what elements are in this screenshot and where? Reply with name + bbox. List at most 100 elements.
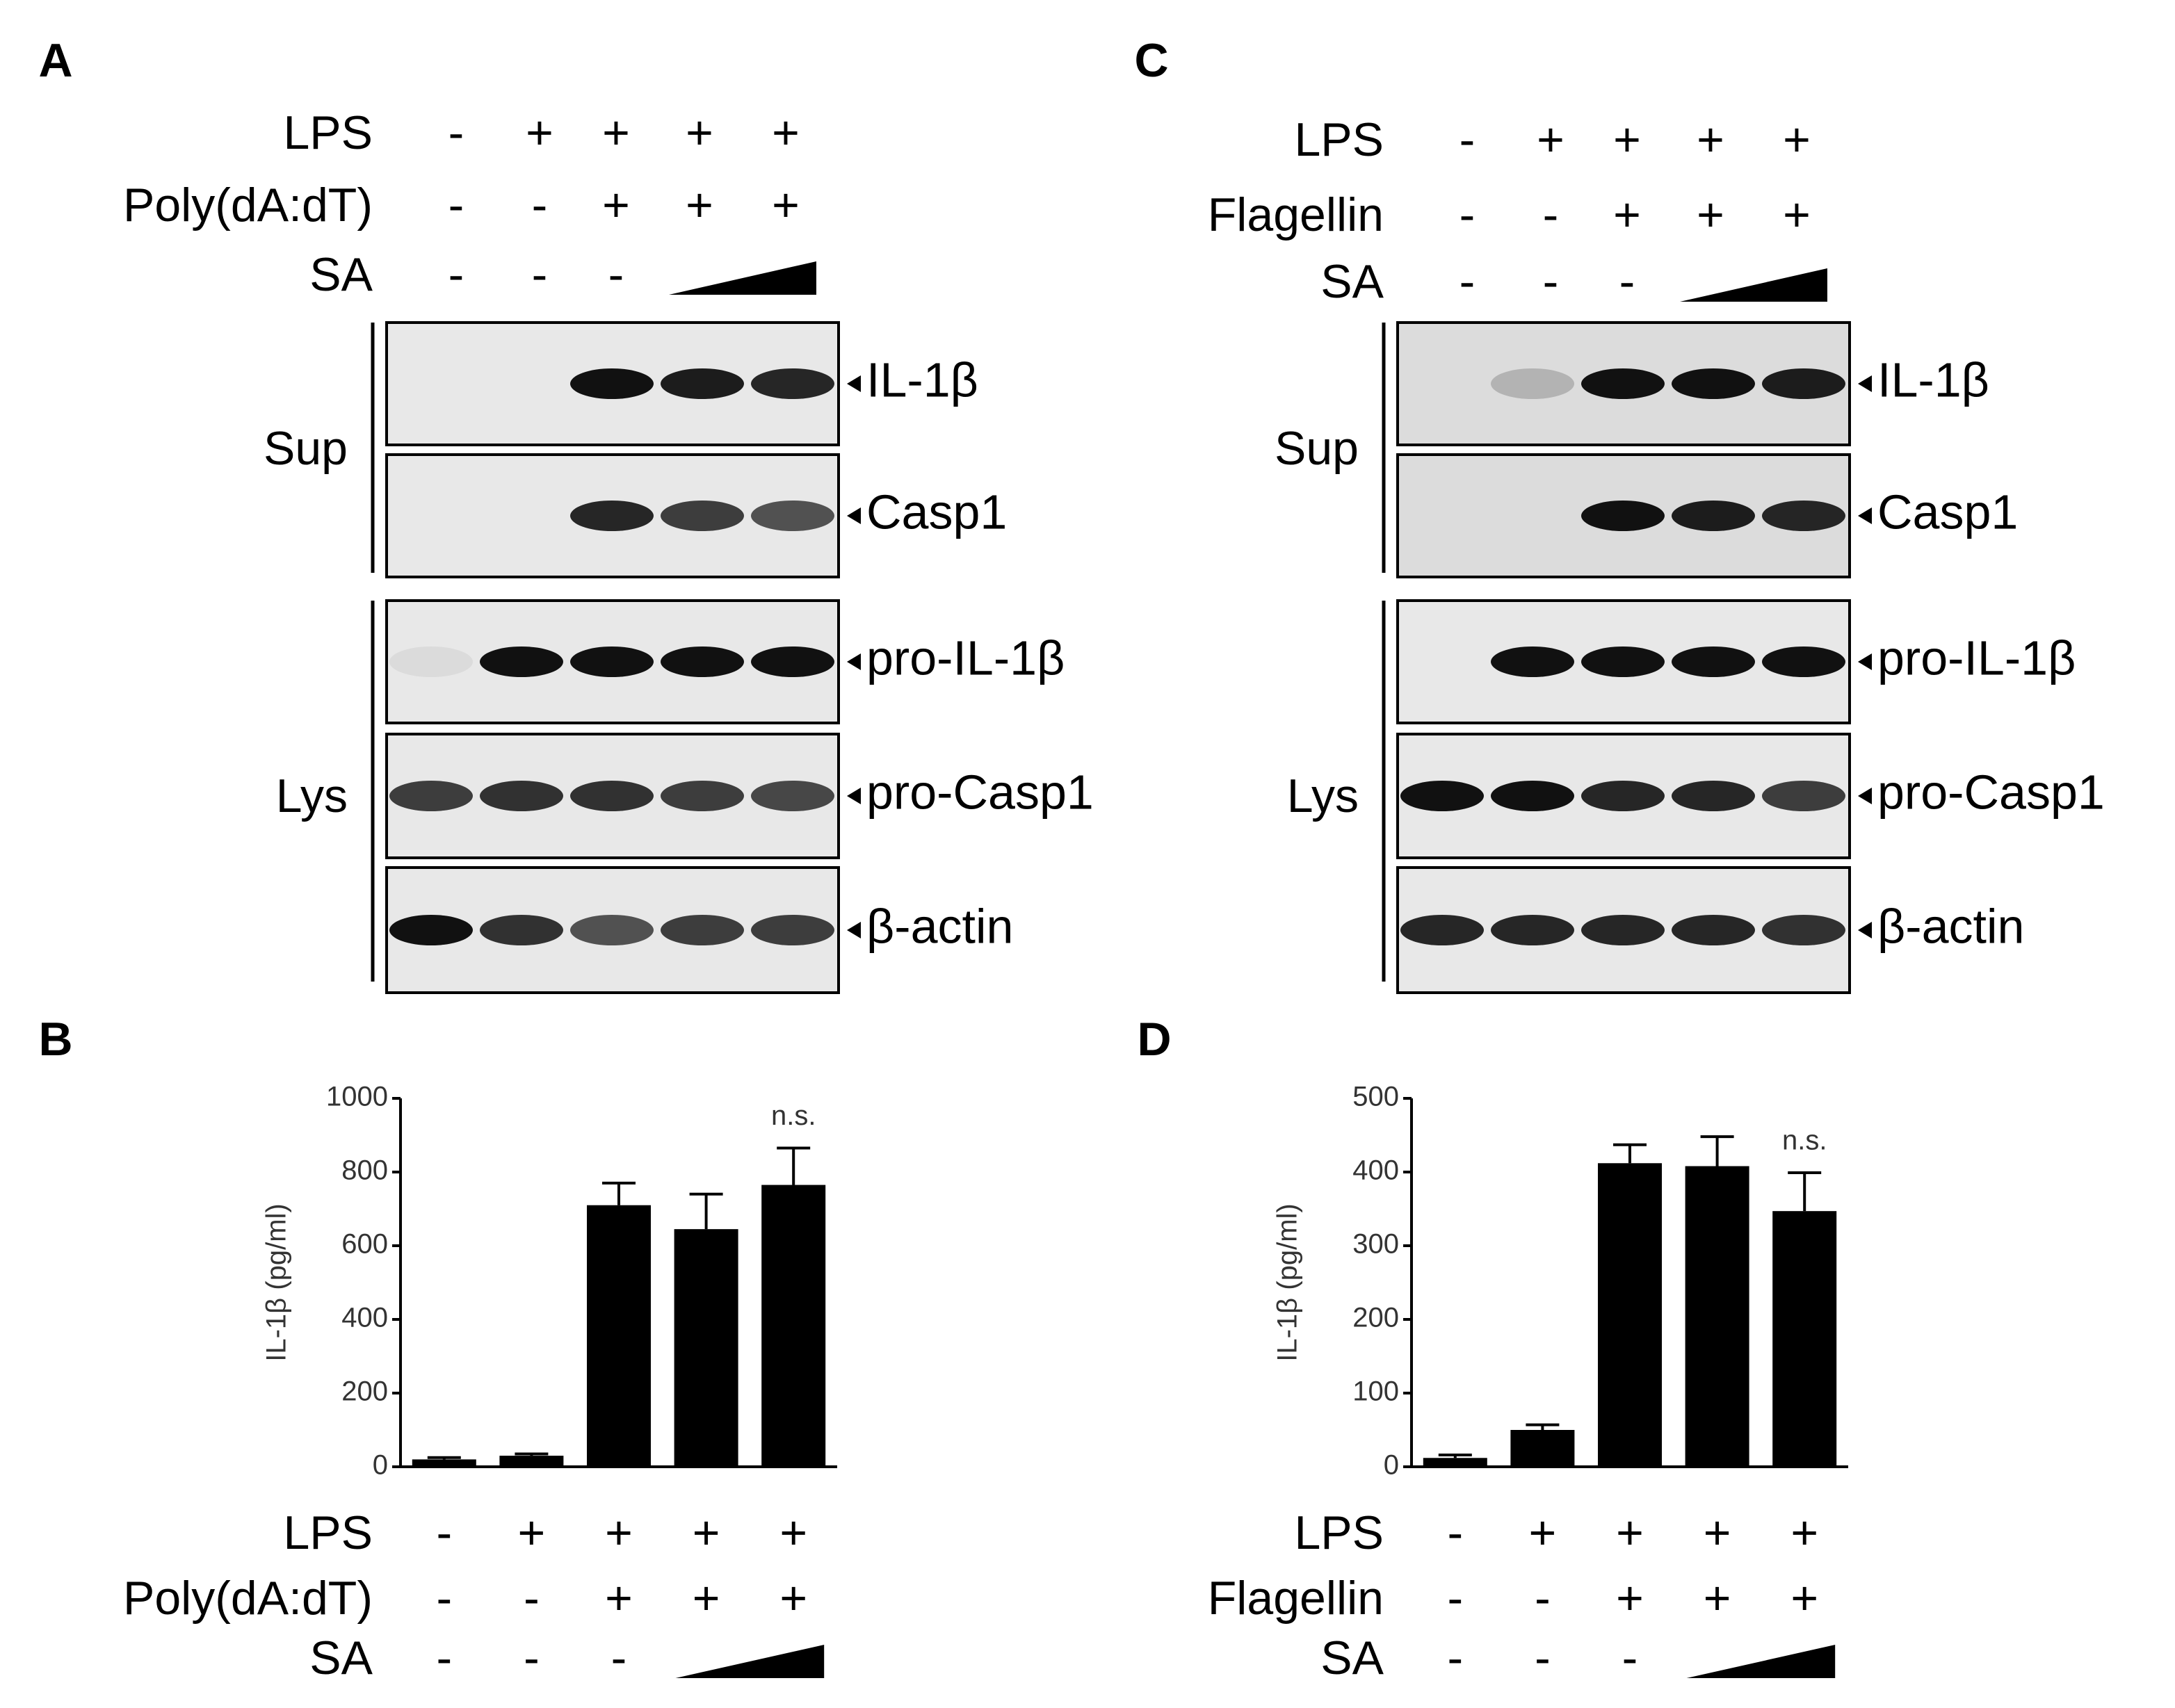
bar xyxy=(587,1205,651,1467)
band-arrow xyxy=(1858,922,1872,938)
blot-band xyxy=(1762,501,1845,531)
blot-band xyxy=(480,781,563,811)
treatment-sign: - xyxy=(436,1506,452,1559)
treatment-sign: - xyxy=(1535,1572,1551,1625)
treatment-sign: - xyxy=(1447,1506,1463,1559)
treatment-sign: - xyxy=(448,248,464,301)
band-arrow xyxy=(1858,375,1872,392)
treatment-label: LPS xyxy=(283,106,373,159)
treatment-sign: - xyxy=(1460,188,1475,241)
blot-band xyxy=(1491,646,1574,677)
blot-band xyxy=(1581,501,1665,531)
treatment-sign: + xyxy=(1704,1506,1731,1559)
band-arrow xyxy=(847,375,861,392)
band-label: IL-1β xyxy=(866,352,978,407)
treatment-sign: + xyxy=(1697,188,1724,241)
blot-band xyxy=(570,501,654,531)
annotation: n.s. xyxy=(1782,1125,1827,1156)
y-tick-label: 500 xyxy=(1352,1082,1399,1112)
treatment-sign: - xyxy=(524,1632,540,1684)
treatment-label: LPS xyxy=(1294,113,1384,166)
treatment-sign: + xyxy=(1783,188,1811,241)
blot-band xyxy=(1762,646,1845,677)
blot-band xyxy=(1581,646,1665,677)
y-tick-label: 800 xyxy=(341,1155,388,1186)
treatment-sign: - xyxy=(436,1632,452,1684)
blot-band xyxy=(389,781,473,811)
treatment-sign: + xyxy=(605,1506,633,1559)
band-label: pro-IL-1β xyxy=(866,631,1065,685)
blot-band xyxy=(1491,915,1574,945)
treatment-sign: + xyxy=(1613,113,1641,166)
treatment-sign: + xyxy=(686,179,713,231)
dose-wedge xyxy=(669,261,816,295)
band-arrow xyxy=(1858,788,1872,804)
treatment-sign: + xyxy=(693,1572,720,1625)
treatment-sign: - xyxy=(524,1572,540,1625)
blot-band xyxy=(1581,781,1665,811)
blot-band xyxy=(389,915,473,945)
band-label: IL-1β xyxy=(1877,352,1989,407)
band-label: Casp1 xyxy=(866,485,1007,539)
treatment-sign: - xyxy=(1535,1632,1551,1684)
group-label: Lys xyxy=(1287,770,1359,822)
treatment-sign: - xyxy=(1543,188,1559,241)
treatment-sign: - xyxy=(1460,113,1475,166)
treatment-sign: - xyxy=(436,1572,452,1625)
blot-band xyxy=(661,368,744,399)
blot-band xyxy=(480,646,563,677)
blot-band xyxy=(751,501,834,531)
band-label: pro-IL-1β xyxy=(1877,631,2076,685)
treatment-sign: + xyxy=(1790,1572,1818,1625)
bar xyxy=(1685,1166,1749,1467)
band-label: pro-Casp1 xyxy=(866,765,1094,819)
group-label: Sup xyxy=(1275,422,1359,475)
treatment-sign: + xyxy=(1790,1506,1818,1559)
band-arrow xyxy=(847,922,861,938)
treatment-sign: - xyxy=(611,1632,627,1684)
treatment-sign: - xyxy=(1622,1632,1638,1684)
treatment-sign: + xyxy=(1783,113,1811,166)
treatment-label: Poly(dA:dT) xyxy=(123,1572,373,1625)
blot-band xyxy=(751,781,834,811)
bar xyxy=(761,1185,826,1467)
group-label: Sup xyxy=(264,422,348,475)
y-tick-label: 600 xyxy=(341,1229,388,1260)
bar xyxy=(499,1456,564,1467)
y-tick-label: 300 xyxy=(1352,1229,1399,1260)
blot-band xyxy=(1672,646,1755,677)
treatment-label: SA xyxy=(309,1632,373,1684)
treatment-sign: - xyxy=(448,179,464,231)
treatment-sign: + xyxy=(1529,1506,1557,1559)
blot-band xyxy=(1491,368,1574,399)
treatment-label: SA xyxy=(309,248,373,301)
treatment-label: Flagellin xyxy=(1208,1572,1384,1625)
treatment-sign: - xyxy=(532,179,548,231)
bar xyxy=(1510,1430,1575,1467)
treatment-sign: - xyxy=(1460,255,1475,308)
blot-band xyxy=(1672,368,1755,399)
treatment-sign: - xyxy=(1447,1572,1463,1625)
treatment-sign: + xyxy=(772,106,800,159)
treatment-sign: + xyxy=(1613,188,1641,241)
dose-wedge xyxy=(675,1645,825,1678)
blot-band xyxy=(751,368,834,399)
bar xyxy=(674,1229,738,1467)
treatment-sign: + xyxy=(1704,1572,1731,1625)
treatment-sign: + xyxy=(1537,113,1564,166)
treatment-sign: + xyxy=(1616,1506,1644,1559)
treatment-sign: - xyxy=(1447,1632,1463,1684)
treatment-sign: - xyxy=(1543,255,1559,308)
y-tick-label: 0 xyxy=(1384,1450,1399,1481)
blot-band xyxy=(661,915,744,945)
blot-band xyxy=(1491,781,1574,811)
blot-band xyxy=(480,915,563,945)
blot-band xyxy=(1762,368,1845,399)
band-arrow xyxy=(1858,507,1872,524)
y-tick-label: 0 xyxy=(373,1450,388,1481)
blot-band xyxy=(1672,915,1755,945)
blot-band xyxy=(661,501,744,531)
treatment-label: LPS xyxy=(1294,1506,1384,1559)
treatment-sign: + xyxy=(1697,113,1724,166)
